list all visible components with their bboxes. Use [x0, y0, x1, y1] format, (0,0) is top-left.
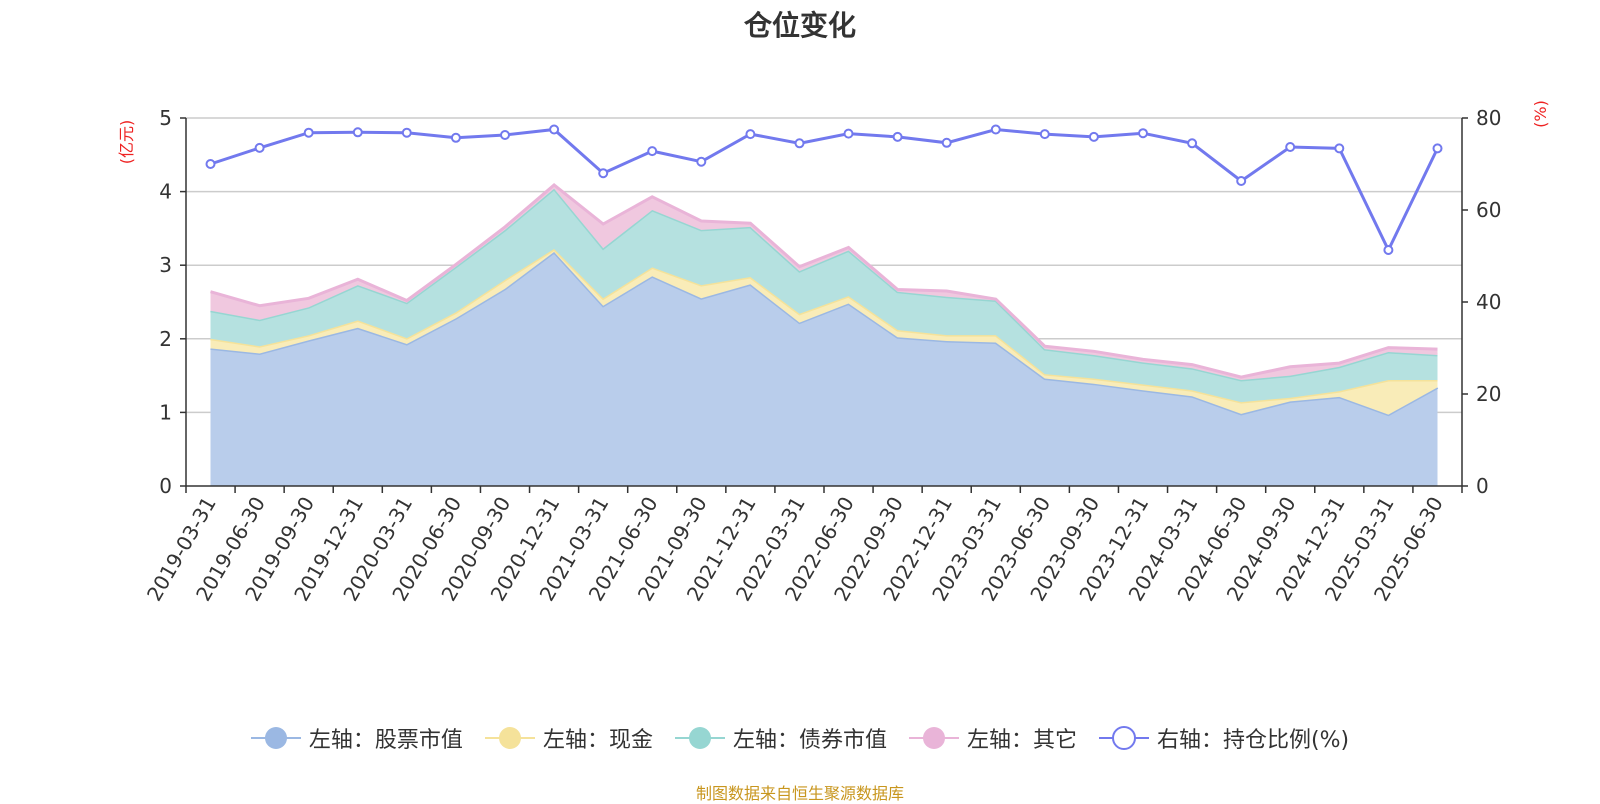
left-tick-label: 3 — [159, 253, 172, 277]
legend-symbol-marker — [688, 727, 711, 749]
legend-symbol-marker — [498, 727, 521, 749]
left-tick-label: 5 — [159, 106, 172, 130]
ratio-point[interactable] — [500, 130, 510, 140]
ratio-point[interactable] — [1138, 128, 1148, 139]
right-tick-label: 60 — [1476, 198, 1501, 222]
ratio-point[interactable] — [1039, 129, 1050, 140]
legend-symbol-icon — [1098, 726, 1149, 750]
legend-item-4[interactable]: 右轴：持仓比例(%) — [1098, 722, 1350, 754]
ratio-point[interactable] — [450, 132, 461, 143]
legend-symbol-marker — [922, 727, 945, 749]
ratio-point[interactable] — [696, 156, 707, 167]
ratio-point[interactable] — [1236, 176, 1247, 186]
ratio-point[interactable] — [745, 129, 756, 140]
ratio-point[interactable] — [205, 159, 216, 169]
ratio-line — [205, 124, 1443, 255]
source-note: 制图数据来自恒生聚源数据库 — [695, 784, 904, 803]
left-tick-label: 0 — [159, 474, 172, 498]
ratio-point[interactable] — [941, 137, 952, 148]
legend: 左轴：股票市值 左轴：现金 左轴：债券市值 左轴：其它 右轴：持仓比例(%) — [0, 722, 1600, 754]
legend-item-0[interactable]: 左轴：股票市值 — [250, 722, 463, 754]
left-tick-label: 1 — [159, 400, 172, 424]
left-axis-label: (亿元) — [117, 120, 136, 165]
ratio-point[interactable] — [1088, 131, 1099, 142]
left-tick-label: 4 — [159, 180, 172, 204]
legend-label: 左轴：现金 — [542, 728, 653, 753]
ratio-point[interactable] — [598, 168, 609, 179]
right-axis-label: (%) — [1531, 100, 1550, 128]
legend-label: 右轴：持仓比例(%) — [1156, 728, 1350, 753]
area-series-0 — [210, 252, 1438, 486]
ratio-point[interactable] — [303, 127, 314, 138]
legend-symbol-icon — [250, 727, 301, 749]
area-series-2 — [210, 188, 1438, 403]
ratio-point[interactable] — [1334, 143, 1345, 154]
legend-label: 左轴：债券市值 — [732, 728, 887, 753]
ratio-point[interactable] — [647, 146, 658, 157]
ratio-point[interactable] — [352, 127, 363, 138]
legend-symbol-marker — [264, 727, 287, 749]
legend-item-2[interactable]: 左轴：债券市值 — [674, 722, 887, 754]
legend-symbol-icon — [908, 727, 959, 749]
right-tick-label: 20 — [1476, 382, 1501, 406]
legend-label: 左轴：其它 — [966, 728, 1077, 753]
ratio-point[interactable] — [549, 124, 560, 135]
legend-symbol-icon — [484, 727, 535, 749]
ratio-point[interactable] — [843, 128, 854, 139]
legend-label: 左轴：股票市值 — [308, 728, 463, 753]
area-edge-3 — [210, 183, 1438, 379]
ratio-point[interactable] — [1187, 138, 1198, 149]
stacked-areas — [210, 183, 1439, 486]
chart-title: 仓位变化 — [743, 9, 856, 42]
ratio-point[interactable] — [990, 124, 1001, 135]
legend-symbol-marker — [1111, 726, 1136, 750]
ratio-point[interactable] — [1432, 143, 1443, 154]
left-tick-label: 2 — [159, 327, 172, 351]
ratio-line-path — [210, 127, 1439, 254]
right-tick-label: 0 — [1476, 474, 1489, 498]
legend-item-3[interactable]: 左轴：其它 — [908, 722, 1077, 754]
right-tick-label: 40 — [1476, 290, 1501, 314]
area-series-1 — [210, 249, 1438, 415]
ratio-point[interactable] — [401, 127, 412, 138]
legend-symbol-icon — [674, 727, 725, 749]
ratio-point[interactable] — [1383, 245, 1394, 255]
ratio-point[interactable] — [254, 142, 265, 153]
ratio-point[interactable] — [1285, 142, 1296, 152]
ratio-point[interactable] — [794, 138, 805, 149]
ratio-point[interactable] — [892, 131, 903, 142]
legend-item-1[interactable]: 左轴：现金 — [484, 722, 653, 754]
right-tick-label: 80 — [1476, 106, 1501, 130]
